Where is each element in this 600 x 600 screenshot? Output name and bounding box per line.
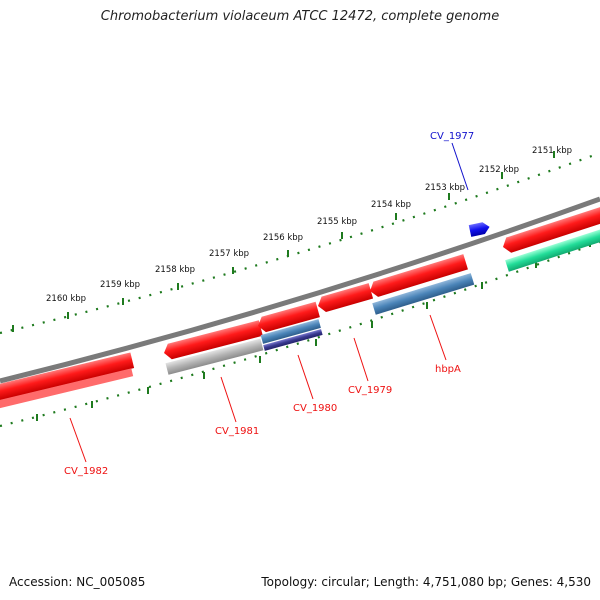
genome-stats-text: Topology: circular; Length: 4,751,080 bp…	[261, 575, 591, 589]
cds-hbpA[interactable]	[372, 273, 475, 315]
ruler-label-2159: 2159 kbp	[100, 280, 140, 290]
callout-hbpA	[429, 314, 447, 361]
cds-cv1982[interactable]	[0, 368, 134, 409]
gene-label-cv1982: CV_1982	[64, 466, 108, 477]
gene-label-cv1981: CV_1981	[215, 426, 259, 437]
genome-backbone	[0, 196, 600, 384]
callout-cv1977	[451, 142, 469, 191]
gene-cv1982-arrow[interactable]	[0, 352, 135, 401]
ruler-label-2158: 2158 kbp	[155, 265, 195, 275]
outer-ruler-ticks	[12, 151, 555, 332]
gene-cv1981-arrow[interactable]	[162, 320, 263, 361]
cds-cv1981[interactable]	[165, 338, 264, 375]
inner-ruler-ticks	[36, 240, 591, 421]
callout-cv1980	[297, 354, 314, 400]
cds-next[interactable]	[505, 226, 600, 272]
map-title: Chromobacterium violaceum ATCC 12472, co…	[100, 9, 500, 24]
ruler-label-2151: 2151 kbp	[532, 146, 572, 156]
gene-label-cv1979: CV_1979	[348, 385, 392, 396]
accession-text: Accession: NC_005085	[9, 575, 146, 589]
callout-cv1981	[220, 376, 237, 423]
ruler-label-2154: 2154 kbp	[371, 200, 411, 210]
gene-cv1979-arrow[interactable]	[316, 283, 374, 314]
cds-cv1980-upper[interactable]	[260, 319, 321, 344]
gene-label-hbpA: hbpA	[435, 364, 461, 375]
cds-cv1980-lower[interactable]	[263, 329, 323, 351]
ruler-label-2157: 2157 kbp	[209, 249, 249, 259]
ruler-label-2155: 2155 kbp	[317, 217, 357, 227]
ruler-label-2156: 2156 kbp	[263, 233, 303, 243]
ruler-label-2153: 2153 kbp	[425, 183, 465, 193]
ruler-label-2152: 2152 kbp	[479, 165, 519, 175]
gene-label-cv1980: CV_1980	[293, 403, 337, 414]
ruler-label-2160: 2160 kbp	[46, 294, 86, 304]
gene-cv1980-arrow[interactable]	[256, 301, 320, 334]
callout-cv1982	[69, 417, 87, 463]
gene-next-arrow[interactable]	[501, 205, 600, 254]
callout-cv1979	[353, 337, 369, 382]
gene-cv1977-arrow[interactable]	[468, 221, 491, 237]
gene-label-cv1977: CV_1977	[430, 131, 474, 142]
gene-hbpA-arrow[interactable]	[368, 254, 468, 299]
